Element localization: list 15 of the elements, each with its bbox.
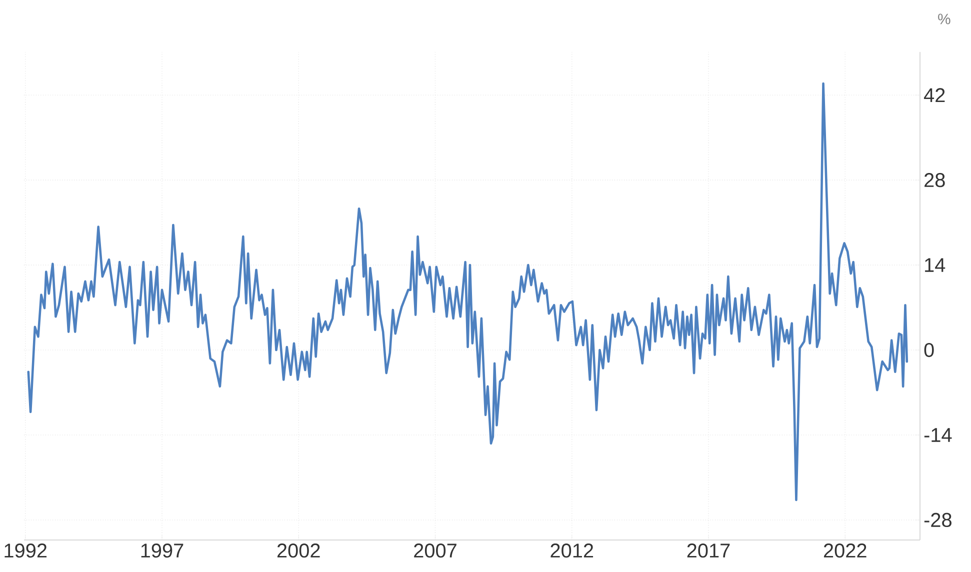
y-tick-label: 28 [924,173,945,188]
x-tick-label: 1992 [4,544,47,558]
x-tick-label: 2017 [687,544,730,558]
y-tick-label: -14 [924,428,952,442]
y-axis-title: % [938,14,950,24]
y-tick-label: -28 [924,512,952,528]
x-tick-label: 2012 [550,544,594,558]
x-tick-label: 2022 [824,544,866,558]
x-tick-label: 2002 [277,544,320,558]
x-tick-label: 2007 [414,544,456,558]
y-tick-label: 0 [924,342,934,358]
line-series [27,82,908,502]
x-tick-label: 1997 [141,544,184,558]
y-tick-label: 42 [924,88,945,102]
y-tick-label: 14 [925,258,946,272]
